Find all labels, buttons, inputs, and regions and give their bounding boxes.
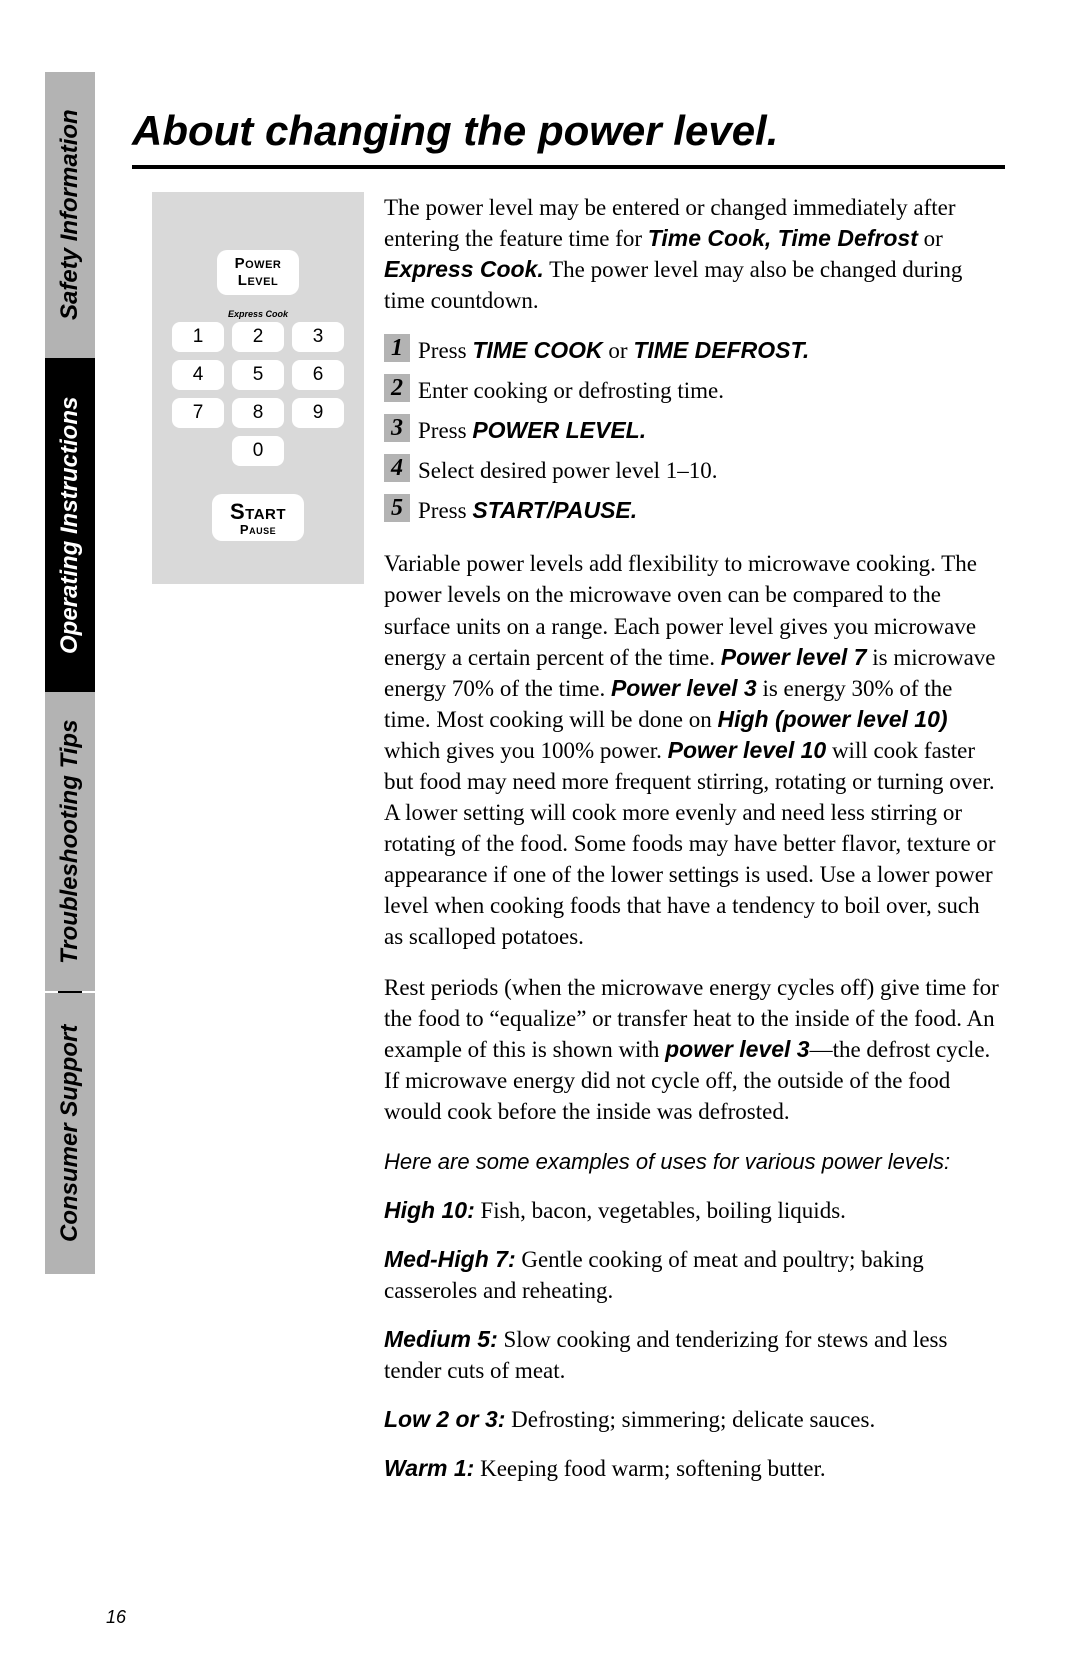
sidebar-tab-3[interactable]: Consumer Support [45,993,95,1274]
examples-list: High 10: Fish, bacon, vegetables, boilin… [384,1195,1004,1484]
step-2: 2 Enter cooking or defrosting time. [384,374,1004,406]
p1-b3: High (power level 10) [717,706,947,732]
step-5: 5 Press START/PAUSE. [384,494,1004,526]
step-text: Press START/PAUSE. [418,494,637,526]
step-number: 2 [384,374,410,402]
keypad-key-3: 3 [292,322,344,352]
step-number: 1 [384,334,410,362]
p1-b1: Power level 7 [721,644,867,670]
keypad-key-6: 6 [292,360,344,390]
power-level-button: Power Level [217,250,299,295]
keypad-key-7: 7 [172,398,224,428]
sidebar-tab-2[interactable]: Troubleshooting Tips [45,692,95,991]
example-label: Warm 1: [384,1455,474,1481]
keypad-key-5: 5 [232,360,284,390]
example-label: High 10: [384,1197,475,1223]
step-number: 5 [384,494,410,522]
power-level-label-top: Power [235,255,282,272]
intro-bold-1: Time Cook, Time Defrost [648,225,918,251]
page-title: About changing the power level. [132,107,778,165]
examples-intro: Here are some examples of uses for vario… [384,1147,1004,1177]
intro-mid: or [918,226,943,251]
sidebar-tabs: Safety InformationOperating Instructions… [45,72,95,1599]
keypad-key-4: 4 [172,360,224,390]
keypad-zero-row: 0 [232,436,284,466]
sidebar-tab-0[interactable]: Safety Information [45,72,95,358]
express-cook-label: Express Cook [228,309,288,319]
intro-paragraph: The power level may be entered or change… [384,192,1004,316]
keypad-key-9: 9 [292,398,344,428]
p1-t5: will cook faster but food may need more … [384,738,996,949]
keypad-key-1: 1 [172,322,224,352]
power-level-label-bottom: Level [238,272,278,289]
pause-label: Pause [212,523,304,536]
main-content: The power level may be entered or change… [384,192,1004,1502]
example-3: Low 2 or 3: Defrosting; simmering; delic… [384,1404,1004,1435]
p1-t4: which gives you 100% power. [384,738,668,763]
p1-b2: Power level 3 [611,675,757,701]
body-paragraph-1: Variable power levels add flexibility to… [384,548,1004,952]
keypad-key-8: 8 [232,398,284,428]
step-4: 4 Select desired power level 1–10. [384,454,1004,486]
microwave-keypad-illustration: Power Level Express Cook 123 456 789 0 Sta… [152,192,364,584]
p2-b1: power level 3 [665,1036,809,1062]
example-2: Medium 5: Slow cooking and tenderizing f… [384,1324,1004,1386]
step-text: Select desired power level 1–10. [418,454,718,486]
sidebar-divider [58,991,82,993]
example-4: Warm 1: Keeping food warm; softening but… [384,1453,1004,1484]
step-text: Press TIME COOK or TIME DEFROST. [418,334,809,366]
keypad-grid: 123 456 789 [172,322,344,428]
keypad-key-0: 0 [232,436,284,466]
step-number: 3 [384,414,410,442]
step-number: 4 [384,454,410,482]
example-label: Medium 5: [384,1326,498,1352]
example-label: Med-High 7: [384,1246,516,1272]
step-text: Press POWER LEVEL. [418,414,646,446]
example-1: Med-High 7: Gentle cooking of meat and p… [384,1244,1004,1306]
start-pause-button: Start Pause [212,494,304,541]
step-1: 1 Press TIME COOK or TIME DEFROST. [384,334,1004,366]
start-label: Start [212,501,304,523]
intro-bold-2: Express Cook. [384,256,544,282]
body-paragraph-2: Rest periods (when the microwave energy … [384,972,1004,1127]
example-0: High 10: Fish, bacon, vegetables, boilin… [384,1195,1004,1226]
sidebar-tab-1[interactable]: Operating Instructions [45,358,95,692]
title-underline [132,165,1005,169]
steps-list: 1 Press TIME COOK or TIME DEFROST. 2 Enter … [384,334,1004,526]
p1-b4: Power level 10 [668,737,827,763]
step-3: 3 Press POWER LEVEL. [384,414,1004,446]
example-label: Low 2 or 3: [384,1406,505,1432]
keypad-key-2: 2 [232,322,284,352]
step-text: Enter cooking or defrosting time. [418,374,724,406]
page-number: 16 [106,1607,126,1628]
